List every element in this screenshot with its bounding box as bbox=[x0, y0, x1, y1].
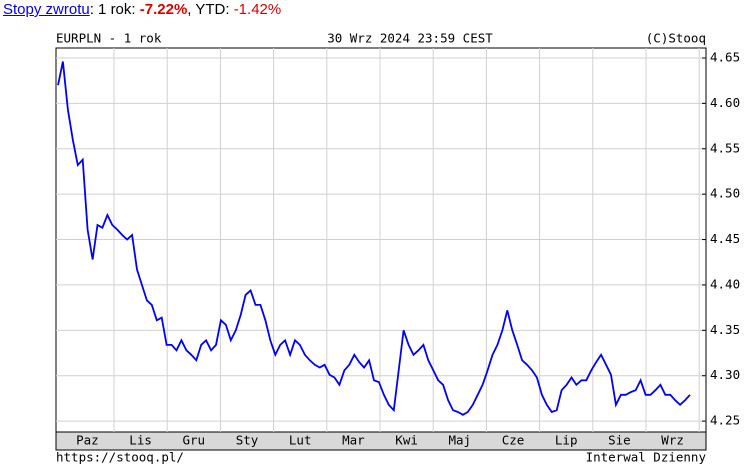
returns-label: , YTD: bbox=[187, 1, 234, 18]
price-line bbox=[57, 61, 691, 416]
y-tick-label: 4.45 bbox=[710, 231, 740, 246]
returns-link[interactable]: Stopy zwrotu bbox=[3, 1, 90, 18]
returns-label: : 1 rok: bbox=[89, 1, 140, 18]
y-tick-label: 4.60 bbox=[710, 95, 740, 110]
footer-interval: Interwal Dzienny bbox=[586, 450, 707, 465]
x-tick-label: Maj bbox=[449, 433, 472, 448]
x-tick-label: Lis bbox=[129, 433, 152, 448]
return-1y: -7.22% bbox=[139, 1, 188, 18]
y-tick-label: 4.50 bbox=[710, 186, 740, 201]
chart-title: EURPLN - 1 rok bbox=[56, 31, 162, 46]
x-tick-label: Kwi bbox=[395, 433, 418, 448]
y-tick-label: 4.30 bbox=[710, 367, 740, 382]
x-axis-band bbox=[55, 431, 707, 451]
returns-line: Stopy zwrotu: 1 rok: -7.22%, YTD: -1.42% bbox=[3, 1, 281, 18]
credit: (C)Stooq bbox=[646, 31, 706, 46]
x-tick-label: Sty bbox=[236, 433, 259, 448]
x-tick-label: Lut bbox=[289, 433, 312, 448]
x-tick-label: Mar bbox=[342, 433, 365, 448]
footer-url: https://stooq.pl/ bbox=[56, 450, 184, 465]
x-tick-label: Gru bbox=[183, 433, 206, 448]
chart-date: 30 Wrz 2024 23:59 CEST bbox=[327, 31, 493, 46]
x-tick-label: Sie bbox=[608, 433, 631, 448]
y-tick-label: 4.55 bbox=[710, 140, 740, 155]
y-tick-label: 4.65 bbox=[710, 49, 740, 64]
x-tick-label: Cze bbox=[502, 433, 525, 448]
y-tick-label: 4.40 bbox=[710, 276, 740, 291]
x-tick-label: Paz bbox=[76, 433, 99, 448]
y-tick-label: 4.25 bbox=[710, 413, 740, 428]
y-tick-label: 4.35 bbox=[710, 322, 740, 337]
return-ytd: -1.42% bbox=[233, 1, 282, 18]
x-tick-label: Wrz bbox=[661, 433, 684, 448]
x-tick-label: Lip bbox=[555, 433, 578, 448]
